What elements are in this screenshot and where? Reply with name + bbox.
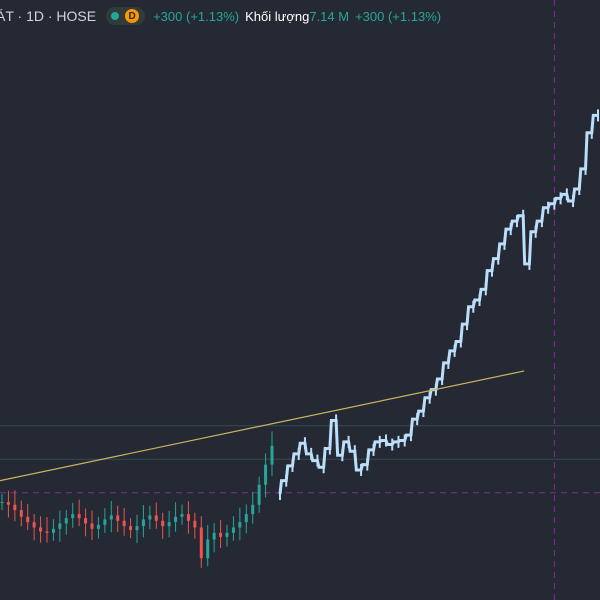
candle-body <box>180 514 184 517</box>
candle-body <box>64 518 68 524</box>
candle-body <box>109 515 113 520</box>
candle-body <box>96 524 100 529</box>
candle-body <box>174 516 178 523</box>
price-line-series <box>278 109 599 501</box>
symbol-title[interactable]: ÁT · 1D · HOSE <box>0 8 97 24</box>
candle-body <box>199 527 203 559</box>
candle-body <box>154 515 158 521</box>
candle-body <box>244 514 248 523</box>
candle-body <box>186 514 190 521</box>
candle-body <box>270 445 274 465</box>
price-line <box>278 113 598 495</box>
volume-value: 7.14 M <box>309 8 350 24</box>
candle-body <box>0 502 4 504</box>
candle-body <box>257 484 261 505</box>
candle-body <box>122 520 126 527</box>
candle-body <box>116 515 120 521</box>
candle-body <box>167 522 171 527</box>
drawing-layer[interactable] <box>0 370 525 482</box>
candle-body <box>84 518 88 524</box>
candle-body <box>135 526 139 531</box>
candle-body <box>77 514 81 519</box>
candle-body <box>251 504 255 515</box>
candle-body <box>219 532 223 537</box>
candle-body <box>129 526 133 531</box>
volume-change: +300 (+1.13%) <box>355 8 442 24</box>
candle-body <box>238 522 242 528</box>
live-dot-icon <box>111 12 120 20</box>
candle-body <box>13 504 17 511</box>
candle-body <box>51 528 55 533</box>
interval-d-badge: D <box>125 9 140 23</box>
candle-body <box>264 464 268 485</box>
trendline-drawing <box>0 370 525 482</box>
price-change: +300 (+1.13%) <box>153 8 240 24</box>
candle-body <box>26 516 30 523</box>
candle-body <box>45 531 49 533</box>
candle-body <box>161 520 165 527</box>
candle-body <box>58 523 62 529</box>
volume-label: Khối lượng <box>245 8 310 24</box>
status-pill[interactable]: D <box>106 7 146 25</box>
candle-body <box>39 527 43 532</box>
candle-body <box>90 523 94 529</box>
candle-body <box>225 532 229 537</box>
candle-body <box>19 510 23 517</box>
candle-body <box>103 519 107 525</box>
candle-body <box>212 532 216 540</box>
candle-body <box>6 502 10 505</box>
chart-legend: ÁT · 1D · HOSE D +300 (+1.13%) Khối lượn… <box>0 5 441 27</box>
candle-body <box>231 527 235 533</box>
candle-body <box>206 539 210 559</box>
candle-body <box>148 515 152 520</box>
candle-body <box>141 519 145 527</box>
candle-body <box>193 520 197 528</box>
candlestick-series <box>0 431 274 568</box>
candle-body <box>71 514 75 519</box>
candle-body <box>32 522 36 528</box>
